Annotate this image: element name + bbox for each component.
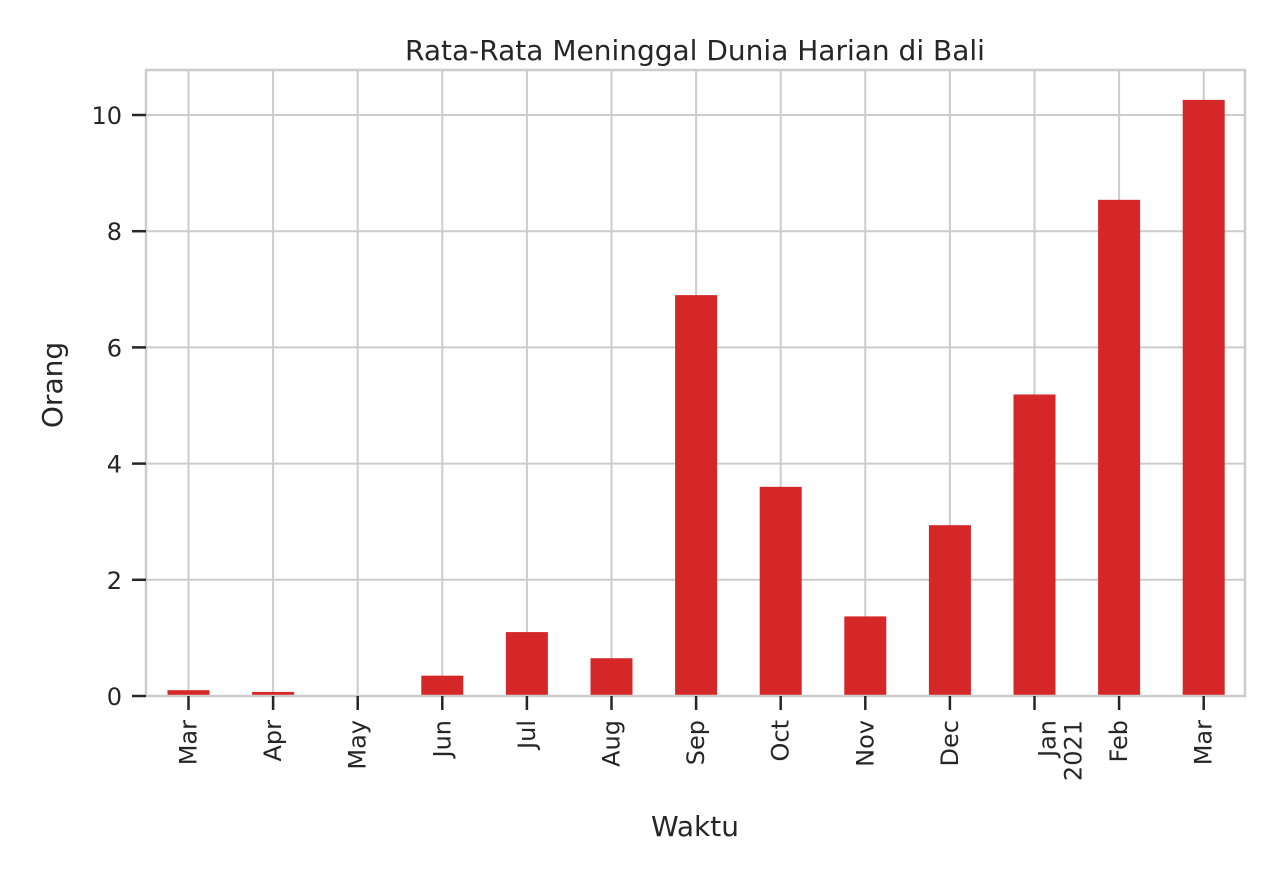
bar (1182, 99, 1225, 697)
bar (252, 691, 295, 696)
bar (675, 295, 718, 696)
y-tick-label: 2 (107, 567, 122, 595)
bar (167, 690, 210, 696)
x-tick-label: Apr (259, 720, 287, 762)
x-tick-label: Mar (1190, 720, 1218, 765)
y-tick-label: 6 (107, 334, 122, 362)
x-tick-label: Jun (428, 720, 456, 760)
bar (421, 675, 464, 696)
y-axis-label: Orang (36, 342, 69, 428)
chart-title: Rata-Rata Meninggal Dunia Harian di Bali (405, 34, 985, 67)
bar (1098, 199, 1141, 697)
bar (844, 616, 887, 696)
y-axis: 0 2 4 6 8 10 (91, 102, 146, 711)
x-tick-label: Sep (682, 720, 710, 765)
bar (505, 632, 548, 696)
bar (1013, 394, 1056, 696)
x-tick-label: Nov (851, 720, 879, 767)
x-tick-label: Mar (175, 720, 203, 765)
x-tick-label: Feb (1105, 720, 1133, 763)
y-tick-label: 0 (107, 683, 122, 711)
x-tick-label: Aug (598, 720, 626, 767)
x-tick-label: Jul (513, 720, 541, 751)
bar (928, 525, 971, 696)
y-tick-label: 8 (107, 218, 122, 246)
bars (167, 99, 1225, 697)
x-tick-label: Dec (936, 720, 964, 766)
x-axis: Mar Apr May Jun Jul Aug Sep Oct Nov Dec Jan2021 Feb… (175, 696, 1218, 781)
bar (759, 486, 802, 696)
bar (590, 658, 633, 696)
x-tick-label: Oct (767, 720, 795, 762)
x-tick-label: Jan2021 (1034, 720, 1088, 781)
y-tick-label: 4 (107, 451, 122, 479)
x-axis-label: Waktu (651, 810, 739, 843)
x-tick-label: May (344, 720, 372, 770)
y-tick-label: 10 (91, 102, 122, 130)
